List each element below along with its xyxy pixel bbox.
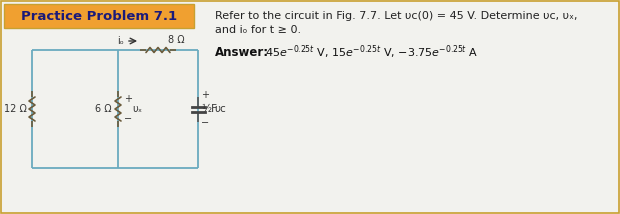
Text: υₓ: υₓ (132, 104, 142, 114)
FancyBboxPatch shape (4, 4, 194, 28)
Text: +: + (201, 90, 209, 100)
Text: υᴄ: υᴄ (214, 104, 226, 114)
Text: Answer:: Answer: (215, 46, 269, 58)
Text: $45e^{-0.25t}$ V, $15e^{-0.25t}$ V, $-3.75e^{-0.25t}$ A: $45e^{-0.25t}$ V, $15e^{-0.25t}$ V, $-3.… (265, 43, 479, 61)
Text: ½F: ½F (201, 104, 217, 114)
Text: iₒ: iₒ (117, 36, 124, 46)
Text: Refer to the circuit in Fig. 7.7. Let υᴄ(0) = 45 V. Determine υᴄ, υₓ,: Refer to the circuit in Fig. 7.7. Let υᴄ… (215, 11, 577, 21)
Text: 6 Ω: 6 Ω (95, 104, 112, 114)
Text: 8 Ω: 8 Ω (168, 35, 185, 45)
Text: −: − (201, 118, 209, 128)
Text: and iₒ for t ≥ 0.: and iₒ for t ≥ 0. (215, 25, 301, 35)
Text: +: + (124, 94, 132, 104)
Text: 12 Ω: 12 Ω (4, 104, 27, 114)
Text: Practice Problem 7.1: Practice Problem 7.1 (21, 9, 177, 22)
Text: −: − (124, 114, 132, 124)
